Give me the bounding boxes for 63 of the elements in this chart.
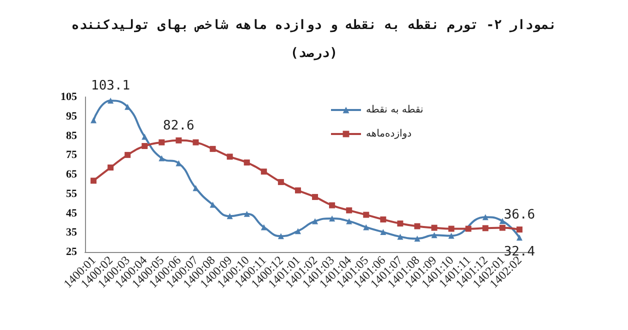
point — [244, 159, 250, 166]
point — [499, 218, 506, 224]
y-tick-label: 75 — [66, 149, 78, 162]
point — [312, 194, 318, 200]
point — [380, 229, 386, 236]
point — [329, 202, 336, 208]
point — [210, 146, 216, 152]
chart-subtitle: (درصد) — [290, 46, 338, 61]
y-tick-label: 65 — [66, 168, 78, 180]
point — [482, 214, 488, 220]
point — [363, 224, 370, 230]
point — [431, 232, 438, 238]
y-tick-label: 25 — [66, 246, 78, 258]
point — [108, 164, 114, 171]
point — [278, 179, 284, 186]
point — [448, 226, 454, 232]
point — [176, 137, 182, 144]
point — [397, 234, 404, 240]
y-tick-label: 45 — [66, 207, 78, 220]
point — [294, 228, 301, 234]
y-tick-label: 55 — [66, 188, 78, 200]
legend-label: نقطه به نقطه — [366, 104, 424, 116]
y-tick-label: 85 — [66, 130, 78, 142]
point — [124, 152, 131, 158]
data-label: 103.1 — [90, 78, 130, 94]
point — [431, 224, 438, 231]
point — [226, 213, 233, 220]
point — [465, 226, 472, 232]
point — [90, 178, 97, 184]
point — [192, 139, 199, 146]
point — [142, 143, 148, 150]
point — [260, 224, 267, 230]
point — [346, 218, 352, 224]
point — [499, 224, 506, 231]
point — [516, 234, 522, 241]
point — [158, 155, 165, 162]
y-tick-label: 35 — [66, 226, 78, 239]
point — [142, 134, 148, 140]
point — [244, 210, 250, 217]
point — [226, 154, 233, 160]
point — [363, 212, 370, 218]
legend-label: دوازده‌ماهه — [366, 128, 412, 140]
point — [158, 139, 165, 146]
point — [380, 216, 386, 222]
y-tick-label: 95 — [66, 110, 78, 122]
point — [329, 215, 336, 222]
point — [312, 218, 318, 224]
point — [448, 232, 454, 239]
point — [278, 233, 284, 240]
point — [414, 236, 420, 242]
point — [260, 168, 267, 175]
y-tick-label: 105 — [60, 91, 78, 103]
point — [516, 226, 522, 233]
point — [294, 187, 301, 194]
point — [90, 117, 97, 124]
data-label: 82.6 — [163, 118, 194, 134]
point — [108, 98, 114, 104]
chart-title: نمودار ۲- تورم نقطه به نقطه و دوازده ماهه شاخص بهای تولیدکننده — [71, 18, 557, 33]
point — [414, 223, 420, 230]
point — [397, 220, 404, 227]
point — [346, 207, 352, 214]
point — [482, 225, 488, 232]
data-label: 36.6 — [504, 208, 536, 223]
